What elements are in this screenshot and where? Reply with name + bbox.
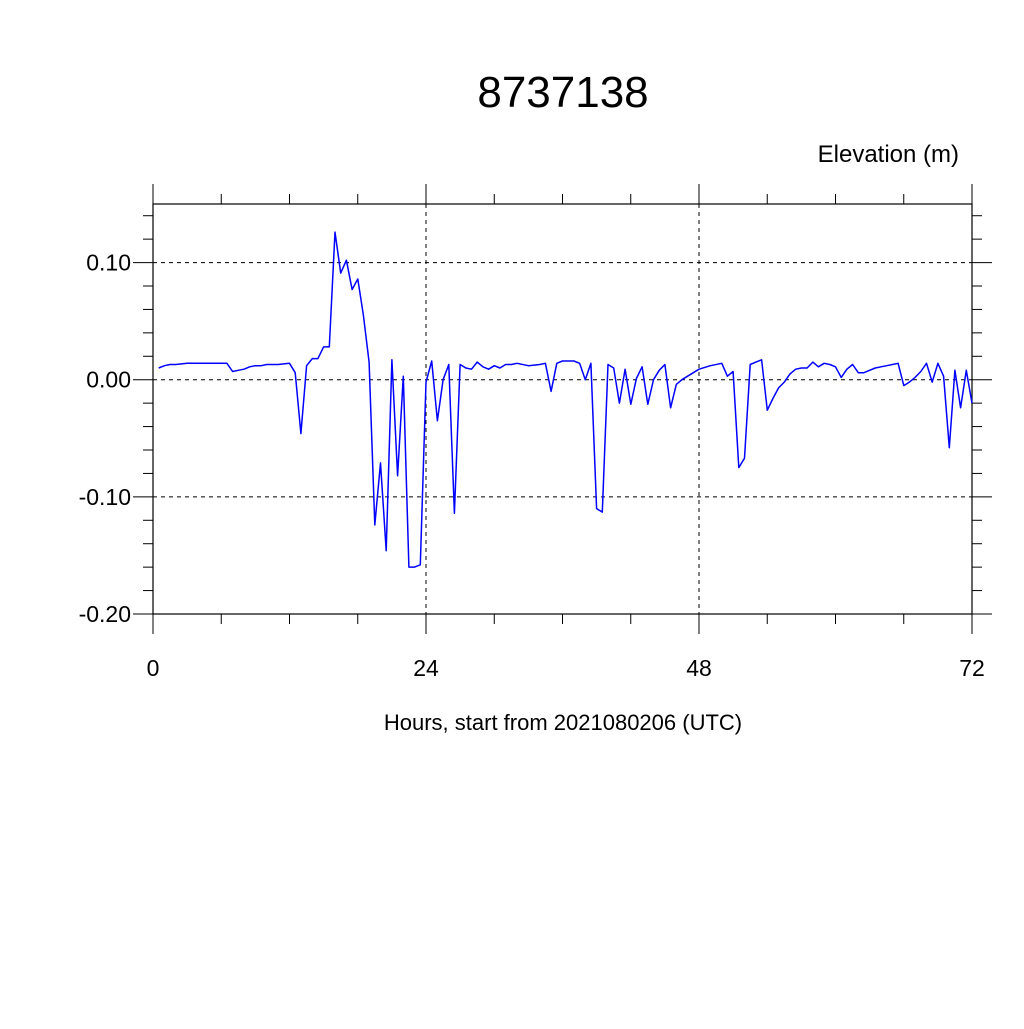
- x-tick-label: 0: [147, 655, 160, 681]
- series-layer: [158, 231, 973, 568]
- tick-labels: -0.20 -0.10 0.00 0.10 0 24 48 72: [79, 250, 985, 681]
- axis-ticks: [133, 184, 992, 634]
- plot-frame: [152, 203, 973, 615]
- chart-title: 8737138: [477, 68, 648, 117]
- y-tick-label: 0.00: [86, 367, 131, 393]
- x-axis-label: Hours, start from 2021080206 (UTC): [384, 710, 742, 735]
- y-tick-label: -0.20: [79, 601, 131, 627]
- x-tick-label: 72: [959, 655, 985, 681]
- units-label: Elevation (m): [818, 141, 959, 168]
- x-tick-label: 48: [686, 655, 712, 681]
- y-tick-label: -0.10: [79, 484, 131, 510]
- series-line: [158, 231, 973, 568]
- x-tick-label: 24: [413, 655, 439, 681]
- y-tick-label: 0.10: [86, 250, 131, 276]
